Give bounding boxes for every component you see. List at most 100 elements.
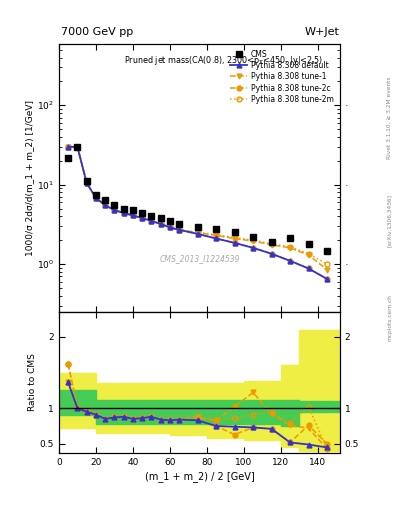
Line: CMS: CMS xyxy=(65,144,330,254)
Pythia 8.308 tune-2c xyxy=(288,258,292,264)
Pythia 8.308 tune-2m xyxy=(121,210,126,216)
Pythia 8.308 default xyxy=(214,236,219,242)
CMS xyxy=(232,229,237,236)
Text: 7000 GeV pp: 7000 GeV pp xyxy=(61,27,133,37)
Pythia 8.308 tune-1 xyxy=(66,144,71,150)
Pythia 8.308 default xyxy=(232,240,237,246)
Pythia 8.308 tune-2m xyxy=(140,215,145,221)
Pythia 8.308 default xyxy=(75,144,80,150)
Pythia 8.308 tune-2c xyxy=(306,265,311,271)
Pythia 8.308 tune-2c xyxy=(94,195,98,201)
CMS xyxy=(214,225,219,231)
Pythia 8.308 default xyxy=(149,218,154,224)
Pythia 8.308 tune-1 xyxy=(232,236,237,242)
CMS xyxy=(177,221,182,227)
Pythia 8.308 default xyxy=(121,210,126,216)
Pythia 8.308 tune-2c xyxy=(214,236,219,242)
Pythia 8.308 default xyxy=(325,276,329,282)
Pythia 8.308 tune-2c xyxy=(269,251,274,257)
Text: W+Jet: W+Jet xyxy=(304,27,339,37)
Text: [arXiv:1306.3436]: [arXiv:1306.3436] xyxy=(387,194,392,247)
Pythia 8.308 tune-1 xyxy=(112,207,117,213)
CMS xyxy=(149,213,154,219)
Pythia 8.308 tune-2m xyxy=(214,231,219,238)
Pythia 8.308 default xyxy=(288,258,292,264)
Pythia 8.308 tune-2c xyxy=(195,231,200,237)
Pythia 8.308 tune-2m xyxy=(195,229,200,236)
Pythia 8.308 tune-2m xyxy=(251,237,255,243)
Pythia 8.308 tune-2m xyxy=(325,261,329,267)
Pythia 8.308 tune-2c xyxy=(112,207,117,213)
Pythia 8.308 tune-1 xyxy=(130,212,135,219)
CMS xyxy=(288,236,292,242)
Line: Pythia 8.308 default: Pythia 8.308 default xyxy=(66,144,329,282)
Pythia 8.308 tune-2c xyxy=(325,276,329,282)
Pythia 8.308 tune-2m xyxy=(66,144,71,150)
CMS xyxy=(306,241,311,247)
CMS xyxy=(84,178,89,184)
Pythia 8.308 default xyxy=(269,251,274,257)
Line: Pythia 8.308 tune-2m: Pythia 8.308 tune-2m xyxy=(66,144,329,267)
CMS xyxy=(66,155,71,161)
Pythia 8.308 tune-1 xyxy=(325,267,329,273)
Pythia 8.308 default xyxy=(167,224,172,230)
CMS xyxy=(269,239,274,245)
Pythia 8.308 tune-2m xyxy=(84,180,89,186)
Pythia 8.308 default xyxy=(140,215,145,221)
X-axis label: (m_1 + m_2) / 2 [GeV]: (m_1 + m_2) / 2 [GeV] xyxy=(145,471,254,482)
Pythia 8.308 tune-1 xyxy=(195,229,200,236)
Pythia 8.308 tune-1 xyxy=(167,224,172,230)
Pythia 8.308 default xyxy=(84,180,89,186)
Pythia 8.308 tune-1 xyxy=(84,180,89,186)
Pythia 8.308 tune-1 xyxy=(149,218,154,224)
Pythia 8.308 tune-2m xyxy=(158,221,163,227)
Pythia 8.308 tune-2c xyxy=(103,202,108,208)
Pythia 8.308 tune-2c xyxy=(130,212,135,219)
Y-axis label: 1000/σ 2dσ/d(m_1 + m_2) [1/GeV]: 1000/σ 2dσ/d(m_1 + m_2) [1/GeV] xyxy=(25,100,34,255)
Pythia 8.308 tune-1 xyxy=(140,215,145,221)
Pythia 8.308 default xyxy=(130,212,135,219)
Pythia 8.308 default xyxy=(66,144,71,150)
Pythia 8.308 tune-1 xyxy=(269,242,274,248)
Pythia 8.308 tune-2c xyxy=(177,227,182,233)
Pythia 8.308 tune-2m xyxy=(103,202,108,208)
Pythia 8.308 tune-2c xyxy=(84,180,89,186)
Pythia 8.308 tune-1 xyxy=(103,202,108,208)
CMS xyxy=(140,210,145,216)
Pythia 8.308 tune-2c xyxy=(121,210,126,216)
Pythia 8.308 tune-2m xyxy=(94,195,98,201)
Pythia 8.308 tune-2c xyxy=(251,245,255,251)
Pythia 8.308 tune-1 xyxy=(177,227,182,233)
Pythia 8.308 tune-2m xyxy=(288,244,292,250)
CMS xyxy=(94,191,98,198)
CMS xyxy=(325,248,329,254)
Pythia 8.308 tune-1 xyxy=(94,195,98,201)
CMS xyxy=(251,234,255,240)
Pythia 8.308 tune-2m xyxy=(75,144,80,150)
Pythia 8.308 tune-1 xyxy=(251,238,255,244)
Pythia 8.308 tune-2m xyxy=(306,251,311,257)
Pythia 8.308 tune-2c xyxy=(66,144,71,150)
CMS xyxy=(158,215,163,221)
Pythia 8.308 tune-1 xyxy=(75,144,80,150)
Pythia 8.308 tune-2m xyxy=(232,234,237,241)
Pythia 8.308 tune-2m xyxy=(130,212,135,219)
Pythia 8.308 default xyxy=(251,245,255,251)
Pythia 8.308 tune-2c xyxy=(158,221,163,227)
Text: Rivet 3.1.10, ≥ 3.2M events: Rivet 3.1.10, ≥ 3.2M events xyxy=(387,76,392,159)
Pythia 8.308 tune-2m xyxy=(269,241,274,247)
CMS xyxy=(75,144,80,150)
Pythia 8.308 tune-2c xyxy=(75,144,80,150)
Pythia 8.308 tune-2c xyxy=(167,224,172,230)
Pythia 8.308 tune-2m xyxy=(167,224,172,230)
Line: Pythia 8.308 tune-2c: Pythia 8.308 tune-2c xyxy=(66,144,329,282)
CMS xyxy=(130,207,135,213)
Pythia 8.308 tune-2c xyxy=(140,215,145,221)
Line: Pythia 8.308 tune-1: Pythia 8.308 tune-1 xyxy=(66,144,329,272)
Pythia 8.308 tune-1 xyxy=(214,232,219,239)
CMS xyxy=(112,202,117,208)
Pythia 8.308 default xyxy=(306,265,311,271)
Text: Pruned jet mass(CA(0.8), 2300<p$_T$<450, |y|<2.5): Pruned jet mass(CA(0.8), 2300<p$_T$<450,… xyxy=(123,54,323,67)
CMS xyxy=(195,224,200,230)
Pythia 8.308 tune-2m xyxy=(112,207,117,213)
